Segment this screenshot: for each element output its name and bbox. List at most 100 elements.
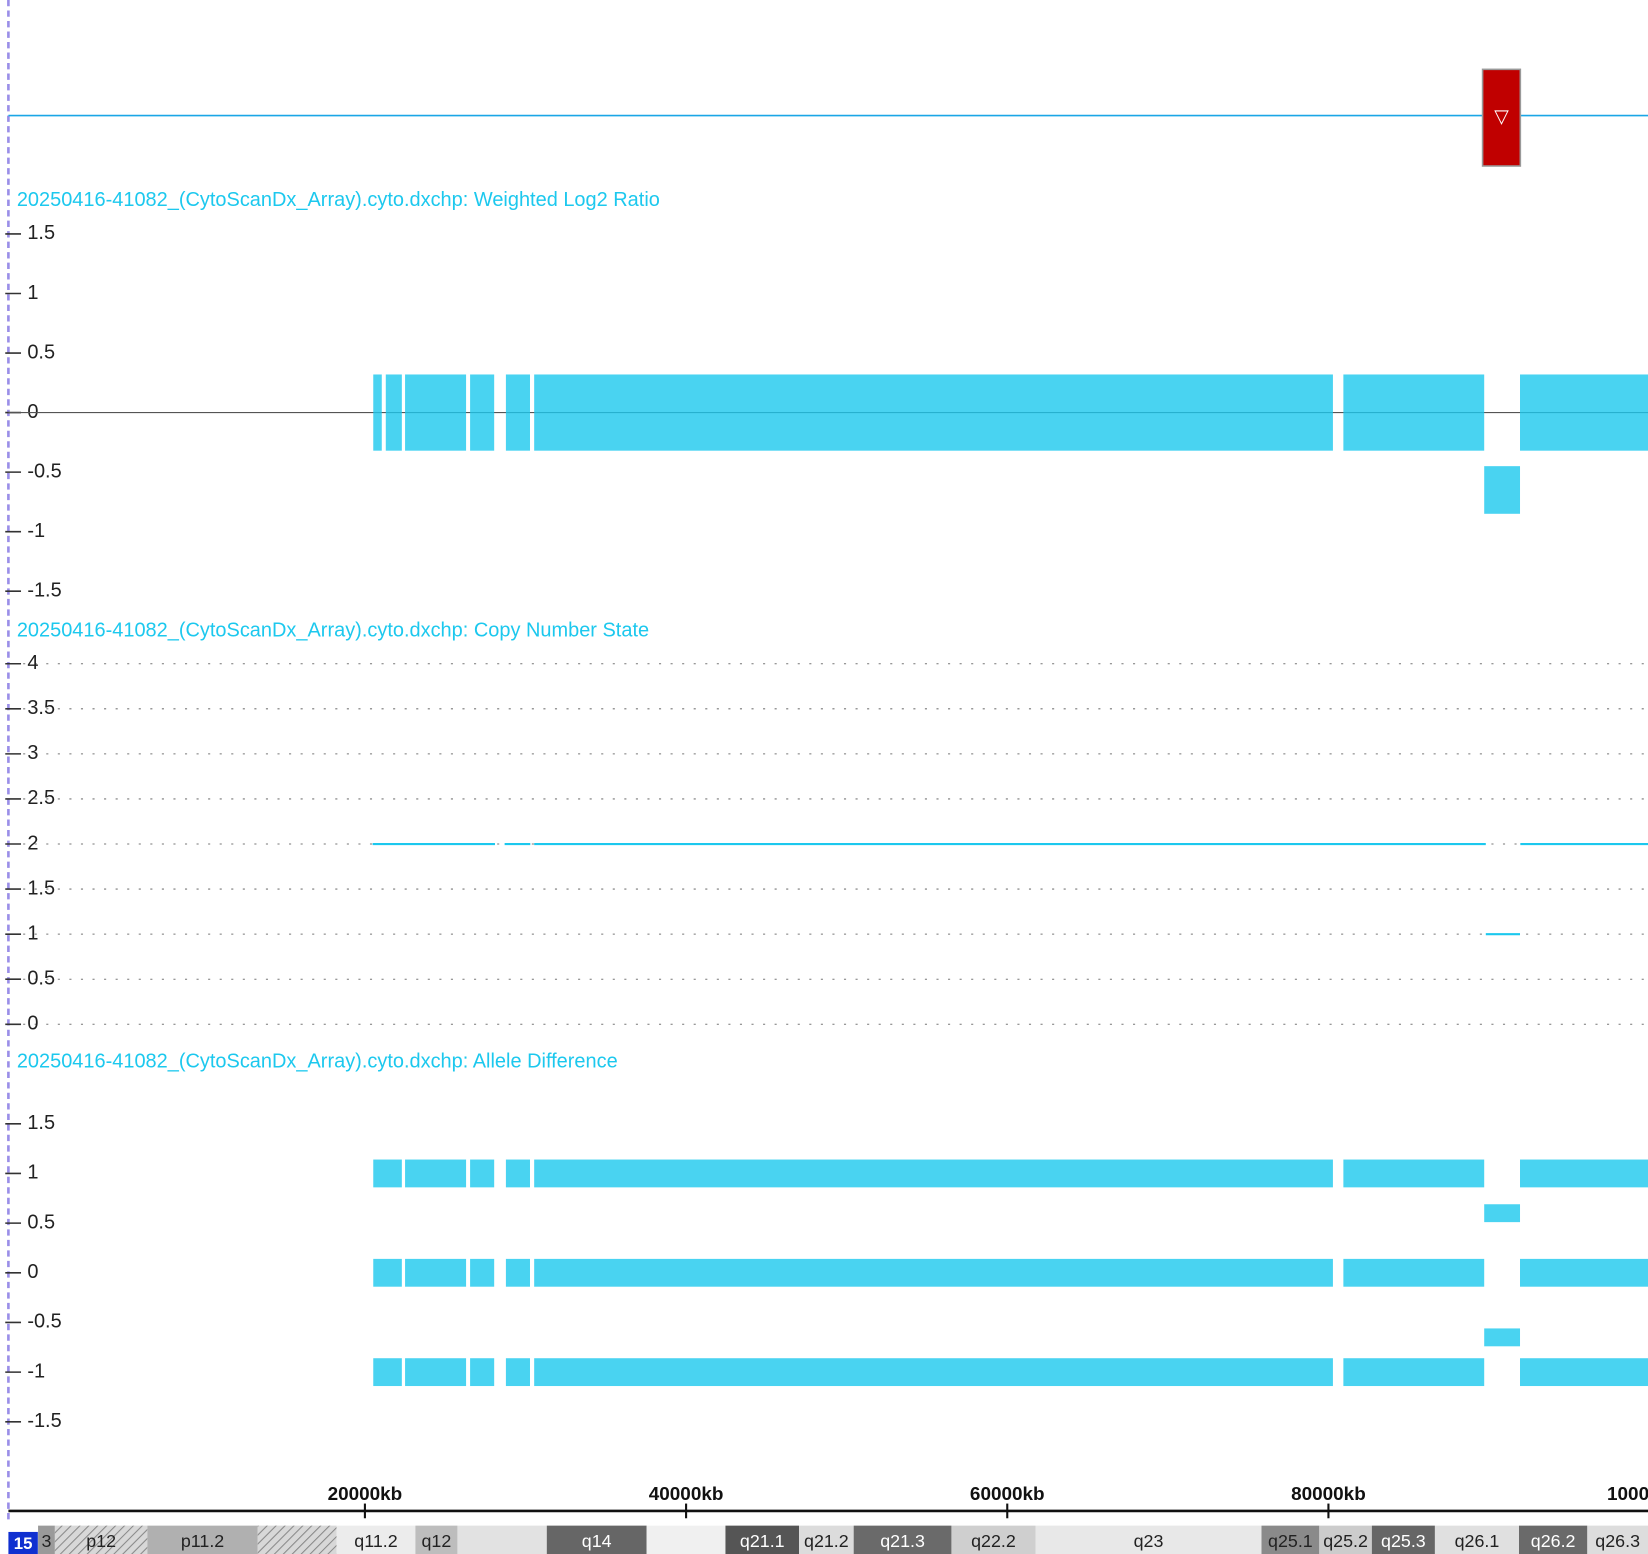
y-tick-label: 0.5 xyxy=(27,341,55,363)
x-tick-label: 80000kb xyxy=(1291,1484,1366,1505)
track-title: 20250416-41082_(CytoScanDx_Array).cyto.d… xyxy=(17,189,660,211)
data-band xyxy=(1343,1358,1485,1387)
region-marker xyxy=(1481,68,1522,167)
cytoband-label: q14 xyxy=(582,1531,612,1551)
cytoband xyxy=(951,1525,1036,1554)
cytoband xyxy=(1519,1525,1588,1554)
y-tick-label: -1 xyxy=(27,520,45,542)
data-band xyxy=(470,1358,495,1387)
cytoband-label: 3 xyxy=(42,1531,52,1551)
y-tick-label: 2.5 xyxy=(27,787,55,809)
cytoband-label: q25.1 xyxy=(1268,1531,1313,1551)
data-band xyxy=(534,1258,1333,1287)
data-band xyxy=(1343,1258,1485,1287)
y-tick-label: -0.5 xyxy=(27,1311,61,1333)
chromosome-label: 15 xyxy=(14,1534,33,1553)
cytoband-label: q25.3 xyxy=(1381,1531,1426,1551)
data-band xyxy=(470,374,495,451)
cytoband xyxy=(1371,1525,1435,1554)
cytoband-label: q25.2 xyxy=(1323,1531,1368,1551)
y-tick-label: 1.5 xyxy=(27,222,55,244)
y-tick-label: -0.5 xyxy=(27,460,61,482)
cytoband-label: q26.2 xyxy=(1531,1531,1576,1551)
y-tick-label: 0.5 xyxy=(27,1211,55,1233)
data-band xyxy=(1484,1204,1521,1223)
data-band xyxy=(1520,1258,1648,1287)
cytoband xyxy=(546,1525,647,1554)
data-band xyxy=(373,374,382,451)
cytoband-label: q11.2 xyxy=(354,1531,397,1551)
y-tick-label: 0 xyxy=(27,1261,38,1283)
cytoband-label: p11.2 xyxy=(181,1531,224,1551)
y-tick-label: 1.5 xyxy=(27,877,55,899)
cytoband xyxy=(725,1525,800,1554)
cytoband xyxy=(646,1525,726,1554)
y-tick-label: -1.5 xyxy=(27,579,61,601)
cytoband xyxy=(257,1525,337,1554)
chromosome-box xyxy=(8,1531,38,1554)
y-tick-label: 3.5 xyxy=(27,697,55,719)
cytoband xyxy=(54,1525,148,1554)
y-tick-label: -1 xyxy=(27,1360,45,1382)
y-tick-label: 2 xyxy=(27,832,38,854)
y-tick-label: 0 xyxy=(27,401,38,423)
cytoband xyxy=(415,1525,458,1554)
track-title: 20250416-41082_(CytoScanDx_Array).cyto.d… xyxy=(17,620,649,642)
data-band xyxy=(385,374,402,451)
data-band xyxy=(534,374,1333,451)
cytoband-label: q12 xyxy=(422,1531,452,1551)
data-band xyxy=(1343,374,1485,451)
cytoband xyxy=(1261,1525,1320,1554)
data-band xyxy=(373,1159,402,1188)
data-band xyxy=(470,1159,495,1188)
y-tick-label: 1 xyxy=(27,922,38,944)
cytoband-label: p12 xyxy=(86,1531,116,1551)
cytoband xyxy=(1035,1525,1262,1554)
data-band xyxy=(405,1258,467,1287)
data-band xyxy=(373,1358,402,1387)
y-tick-label: -1.5 xyxy=(27,1410,61,1432)
data-band xyxy=(505,374,530,451)
y-tick-label: 1.5 xyxy=(27,1112,55,1134)
data-band xyxy=(1520,374,1648,451)
y-tick-label: 0 xyxy=(27,1013,38,1035)
y-tick-label: 4 xyxy=(27,652,38,674)
data-band xyxy=(505,1358,530,1387)
data-band xyxy=(534,1358,1333,1387)
cytoband xyxy=(457,1525,547,1554)
y-tick-label: 0.5 xyxy=(27,967,55,989)
y-tick-label: 1 xyxy=(27,282,38,304)
data-band xyxy=(1520,1358,1648,1387)
y-tick-label: 1 xyxy=(27,1162,38,1184)
marker-symbol: ▽ xyxy=(1494,107,1509,128)
x-tick-label: 20000kb xyxy=(328,1484,403,1505)
cytoband-label: q23 xyxy=(1134,1531,1164,1551)
data-band xyxy=(1343,1159,1485,1188)
cytoband xyxy=(853,1525,952,1554)
cytoband xyxy=(336,1525,416,1554)
cytoband xyxy=(1319,1525,1372,1554)
cytoband xyxy=(38,1525,55,1554)
y-tick-label: 3 xyxy=(27,742,38,764)
cytoband xyxy=(1434,1525,1520,1554)
cytoband-label: q21.3 xyxy=(880,1531,925,1551)
data-band xyxy=(373,1258,402,1287)
cytoband-label: q26.3 xyxy=(1595,1531,1640,1551)
cytoband-label: q21.2 xyxy=(804,1531,849,1551)
data-band xyxy=(405,1358,467,1387)
data-band xyxy=(470,1258,495,1287)
cytoband xyxy=(147,1525,258,1554)
data-band xyxy=(505,1258,530,1287)
cytoband-label: q26.1 xyxy=(1455,1531,1500,1551)
x-tick-label: 60000kb xyxy=(970,1484,1045,1505)
data-band xyxy=(405,1159,467,1188)
data-band xyxy=(1484,466,1521,514)
track-title: 20250416-41082_(CytoScanDx_Array).cyto.d… xyxy=(17,1051,618,1073)
data-band xyxy=(505,1159,530,1188)
cytoband xyxy=(1587,1525,1648,1554)
cytoband-label: q21.1 xyxy=(740,1531,785,1551)
data-band xyxy=(1484,1328,1521,1347)
x-tick-label: 100000kb xyxy=(1607,1484,1648,1505)
